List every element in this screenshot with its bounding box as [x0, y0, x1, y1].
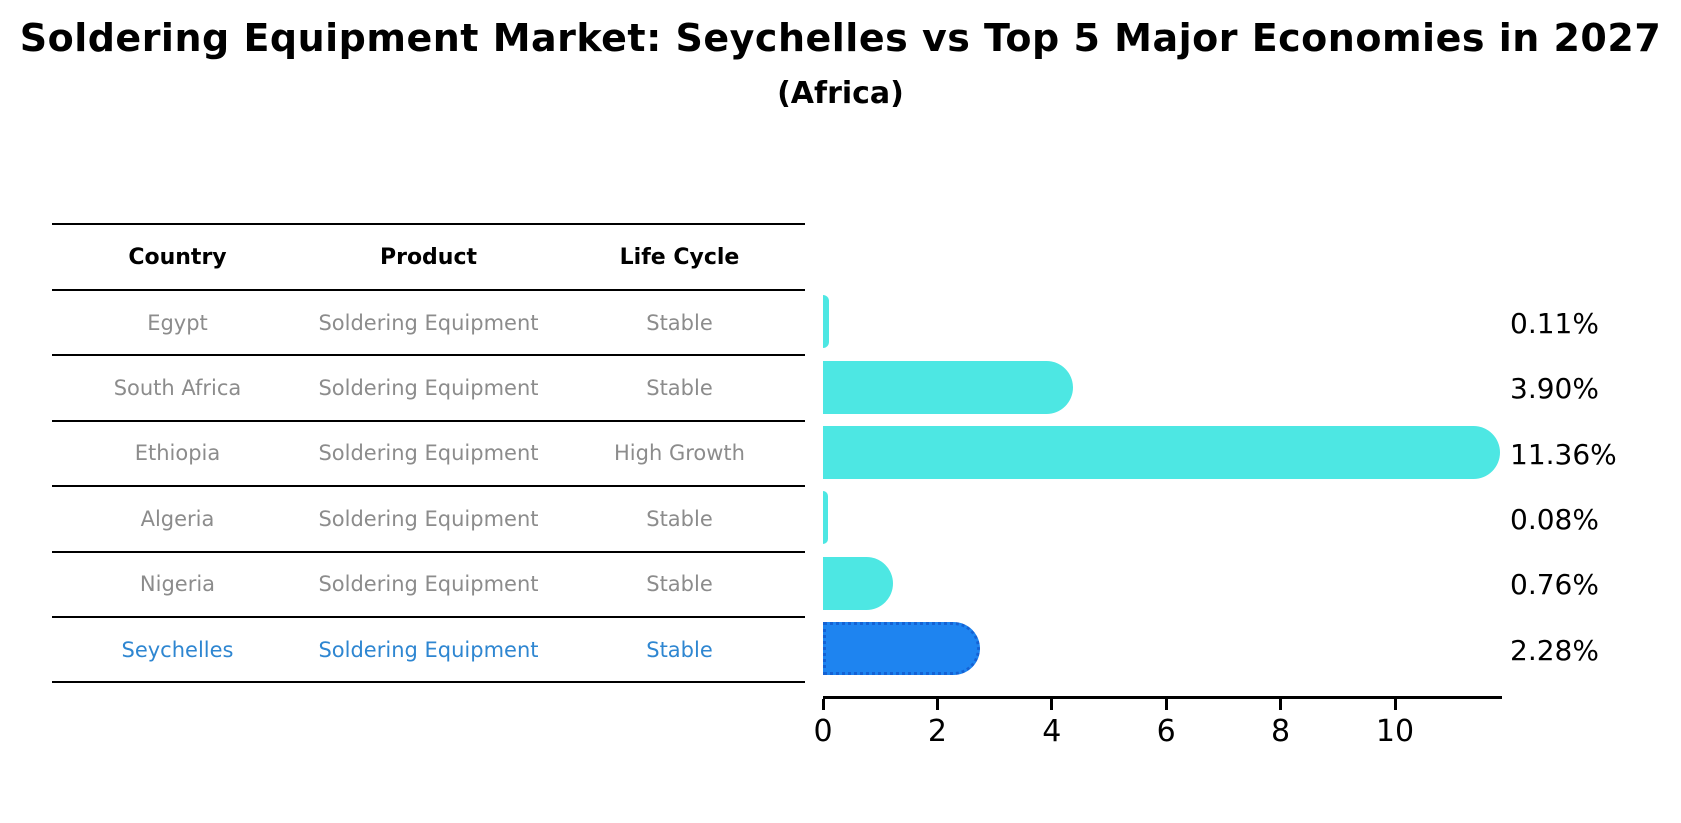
value-label-south-africa: 3.90% — [1510, 372, 1599, 406]
table-row-seychelles: Seychelles Soldering Equipment Stable — [52, 618, 805, 684]
cell-product: Soldering Equipment — [318, 376, 539, 401]
x-tick-label-6: 6 — [1156, 714, 1176, 749]
page-subtitle: (Africa) — [777, 76, 904, 111]
header-cell-country: Country — [128, 244, 227, 270]
cell-life-cycle: Stable — [646, 310, 713, 335]
x-tick-mark-6 — [1164, 699, 1168, 710]
page-title: Soldering Equipment Market: Seychelles v… — [19, 16, 1662, 60]
value-label-egypt: 0.11% — [1510, 306, 1599, 340]
table-header-row: Country Product Life Cycle — [52, 225, 805, 291]
table-body: Egypt Soldering Equipment Stable South Afri… — [52, 291, 805, 684]
value-label-seychelles: 2.28% — [1510, 633, 1599, 667]
cell-country: Nigeria — [139, 572, 216, 597]
cell-product: Soldering Equipment — [318, 310, 539, 335]
table-row-south-africa: South Africa Soldering Equipment Stable — [52, 356, 805, 422]
cell-life-cycle: Stable — [646, 506, 713, 531]
cell-life-cycle: Stable — [646, 637, 713, 662]
table-row-nigeria: Nigeria Soldering Equipment Stable — [52, 553, 805, 618]
cell-product: Soldering Equipment — [318, 506, 539, 531]
cell-country: Egypt — [147, 310, 208, 335]
cell-product: Soldering Equipment — [318, 637, 539, 662]
bar-nigeria — [823, 556, 894, 610]
cell-product: Soldering Equipment — [318, 572, 539, 597]
x-tick-label-10: 10 — [1375, 714, 1415, 749]
header-cell-product: Product — [379, 244, 478, 270]
market-table: Country Product Life Cycle Egypt Soldering … — [52, 223, 805, 684]
x-tick-mark-4 — [1050, 699, 1054, 710]
x-tick-label-4: 4 — [1042, 714, 1062, 749]
cell-life-cycle: Stable — [646, 572, 713, 597]
bar-ethiopia — [823, 426, 1500, 479]
x-tick-label-8: 8 — [1271, 714, 1291, 749]
value-label-algeria: 0.08% — [1510, 502, 1599, 536]
table-row-ethiopia: Ethiopia Soldering Equipment High Growth — [52, 422, 805, 488]
cell-life-cycle: Stable — [646, 376, 713, 401]
bar-seychelles — [823, 622, 981, 676]
x-tick-mark-0 — [821, 699, 825, 710]
x-tick-label-2: 2 — [927, 714, 947, 749]
x-tick-mark-2 — [935, 699, 939, 710]
cell-country: Ethiopia — [134, 441, 221, 466]
header-cell-life-cycle: Life Cycle — [619, 244, 740, 270]
bar-algeria — [823, 491, 828, 545]
value-label-nigeria: 0.76% — [1510, 568, 1599, 602]
cell-product: Soldering Equipment — [318, 441, 539, 466]
x-tick-label-0: 0 — [813, 714, 833, 749]
x-tick-mark-10 — [1393, 699, 1397, 710]
bar-egypt — [823, 295, 830, 349]
value-label-ethiopia: 11.36% — [1510, 437, 1617, 471]
bar-south-africa — [823, 360, 1074, 414]
table-row-algeria: Algeria Soldering Equipment Stable — [52, 487, 805, 553]
cell-life-cycle: High Growth — [614, 441, 745, 466]
x-tick-mark-8 — [1279, 699, 1283, 710]
cell-country: South Africa — [113, 376, 242, 401]
cell-country: Seychelles — [121, 637, 234, 662]
x-axis-line — [823, 696, 1502, 699]
cell-country: Algeria — [140, 506, 215, 531]
table-row-egypt: Egypt Soldering Equipment Stable — [52, 291, 805, 357]
